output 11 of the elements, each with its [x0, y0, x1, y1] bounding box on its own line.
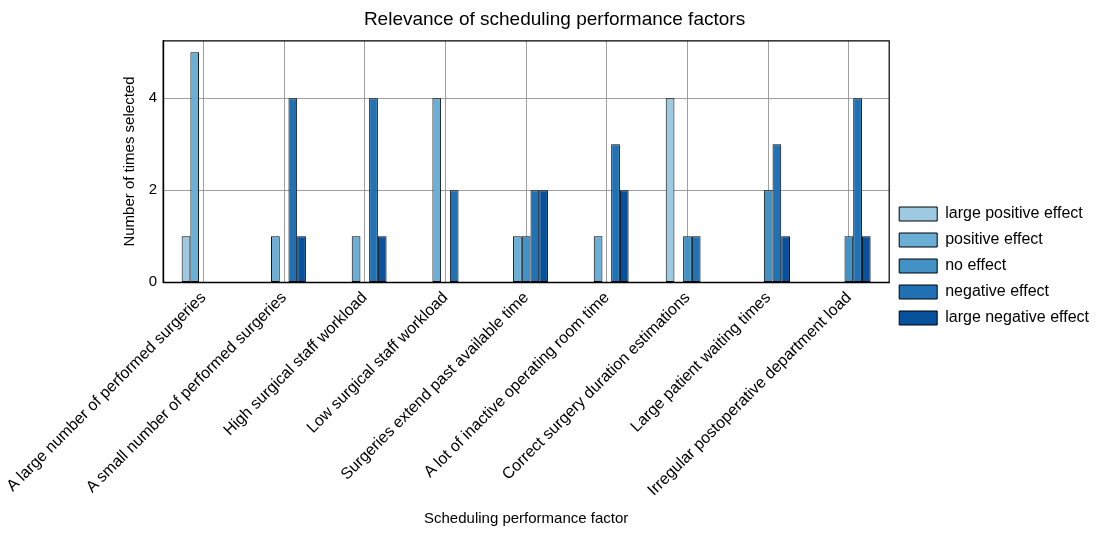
- y-tick-label: 0: [148, 272, 158, 290]
- y-tick-label: 2: [148, 180, 158, 198]
- legend-label: negative effect: [945, 282, 1050, 300]
- y-tick-label: 4: [148, 88, 158, 106]
- chart-title: Relevance of scheduling performance factors: [363, 7, 746, 29]
- x-axis-title: Scheduling performance factor: [424, 509, 629, 527]
- y-axis-title: Number of times selected: [119, 76, 137, 247]
- legend-label: no effect: [945, 256, 1007, 274]
- legend-label: positive effect: [945, 230, 1044, 248]
- legend-label: large negative effect: [945, 308, 1090, 326]
- legend-label: large positive effect: [945, 204, 1084, 222]
